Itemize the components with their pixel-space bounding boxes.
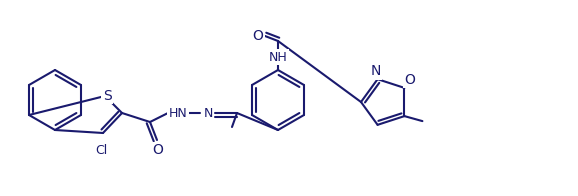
Text: NH: NH (269, 51, 287, 64)
Text: O: O (253, 29, 264, 43)
Text: Cl: Cl (95, 143, 107, 156)
Text: O: O (404, 73, 415, 87)
Text: HN: HN (169, 106, 187, 120)
Text: N: N (370, 64, 381, 78)
Text: N: N (203, 106, 213, 120)
Text: S: S (103, 89, 112, 103)
Text: O: O (153, 143, 164, 157)
